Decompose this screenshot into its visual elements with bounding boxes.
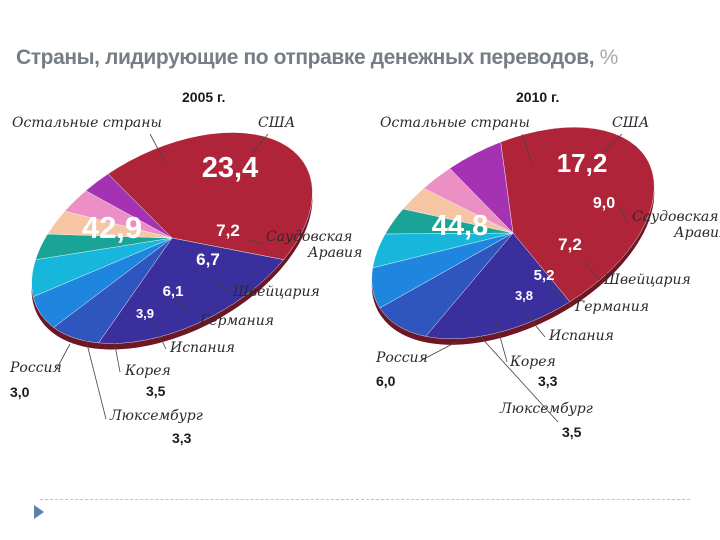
slice-value-russia: 6,0 — [376, 373, 396, 389]
slice-label-saudi: Саудовская — [266, 229, 352, 245]
slice-value-korea: 3,5 — [146, 383, 166, 399]
slice-label-korea: Корея — [509, 354, 556, 370]
slice-value-others: 42,9 — [82, 210, 142, 245]
slice-label-usa: США — [612, 115, 649, 131]
pie-chart-0: 2005 г. Остальные страны 42,9 США 23,4 Саудов… — [9, 89, 362, 446]
slice-label-others: Остальные страны — [12, 115, 162, 131]
slice-value-luxembourg: 3,3 — [172, 430, 192, 446]
slice-value-spain: 3,9 — [136, 306, 154, 321]
slice-label-spain: Испания — [548, 328, 614, 344]
slice-label-korea: Корея — [124, 363, 171, 379]
slice-label-germany: Германия — [199, 313, 274, 329]
chart-title-text: Страны, лидирующие по отправке денежных … — [16, 46, 595, 69]
slice-label-switzerland: Швейцария — [232, 284, 320, 300]
slice-label-others: Остальные страны — [380, 115, 530, 131]
slice-label-saudi: Саудовская — [632, 209, 718, 225]
slice-value-russia: 3,0 — [10, 384, 30, 400]
leader-line-switzerland — [211, 277, 231, 293]
slice-value-usa: 23,4 — [202, 152, 258, 184]
leader-line-others — [149, 133, 166, 163]
leader-line-usa — [249, 133, 269, 157]
slice-label-luxembourg: Люксембург — [109, 408, 203, 424]
leader-line-saudi — [249, 239, 263, 245]
slice-value-usa: 17,2 — [557, 148, 608, 178]
slice-value-spain: 3,8 — [515, 288, 533, 303]
slice-value-luxembourg: 3,5 — [562, 424, 582, 440]
slice-value-switzerland: 6,7 — [196, 250, 220, 269]
slice-value-switzerland: 7,2 — [558, 235, 582, 254]
slice-others — [500, 126, 655, 303]
slice-label-saudi: Аравия — [307, 245, 362, 261]
pie-chart-1: 2010 г. Остальные страны 44,8 США 17,2 Саудов… — [371, 89, 720, 440]
chart-year-title: 2005 г. — [182, 89, 225, 105]
slice-usa — [98, 237, 285, 344]
slice-value-others: 44,8 — [432, 210, 488, 242]
slice-russia — [449, 141, 514, 234]
footer-arrow-icon — [34, 505, 44, 519]
slice-label-saudi: Аравия — [673, 225, 720, 241]
leader-line-others — [521, 133, 533, 165]
leader-line-usa — [602, 133, 623, 153]
leader-line-russia — [55, 343, 71, 371]
footer-divider — [40, 499, 690, 500]
leader-line-spain — [151, 319, 167, 350]
leader-line-spain — [522, 309, 546, 338]
slice-russia — [85, 173, 173, 239]
leader-line-germany — [551, 285, 573, 308]
slice-label-russia: Россия — [9, 360, 62, 376]
leader-line-russia — [421, 339, 461, 361]
slice-label-germany: Германия — [574, 299, 649, 315]
leader-line-luxembourg — [85, 339, 107, 420]
leader-line-korea — [113, 339, 121, 373]
slice-saudi — [379, 232, 514, 337]
leader-line-luxembourg — [477, 333, 559, 423]
chart-title-unit: % — [599, 46, 619, 69]
slice-label-usa: США — [258, 115, 295, 131]
chart-title: Страны, лидирующие по отправке денежных … — [16, 46, 618, 70]
leader-line-germany — [175, 299, 199, 322]
slice-others — [107, 132, 313, 260]
slice-label-spain: Испания — [169, 340, 235, 356]
slice-value-saudi: 9,0 — [593, 195, 615, 212]
leader-line-saudi — [618, 205, 629, 224]
slice-value-germany: 6,1 — [163, 283, 184, 300]
slice-value-saudi: 7,2 — [216, 221, 240, 240]
leader-line-switzerland — [583, 261, 601, 281]
chart-year-title: 2010 г. — [516, 89, 559, 105]
slice-value-germany: 5,2 — [534, 267, 555, 284]
slice-value-korea: 3,3 — [538, 373, 558, 389]
slice-label-russia: Россия — [375, 350, 428, 366]
slice-usa — [425, 232, 571, 339]
slice-label-luxembourg: Люксембург — [499, 401, 593, 417]
leader-line-korea — [495, 321, 508, 363]
slice-label-switzerland: Швейцария — [603, 272, 691, 288]
